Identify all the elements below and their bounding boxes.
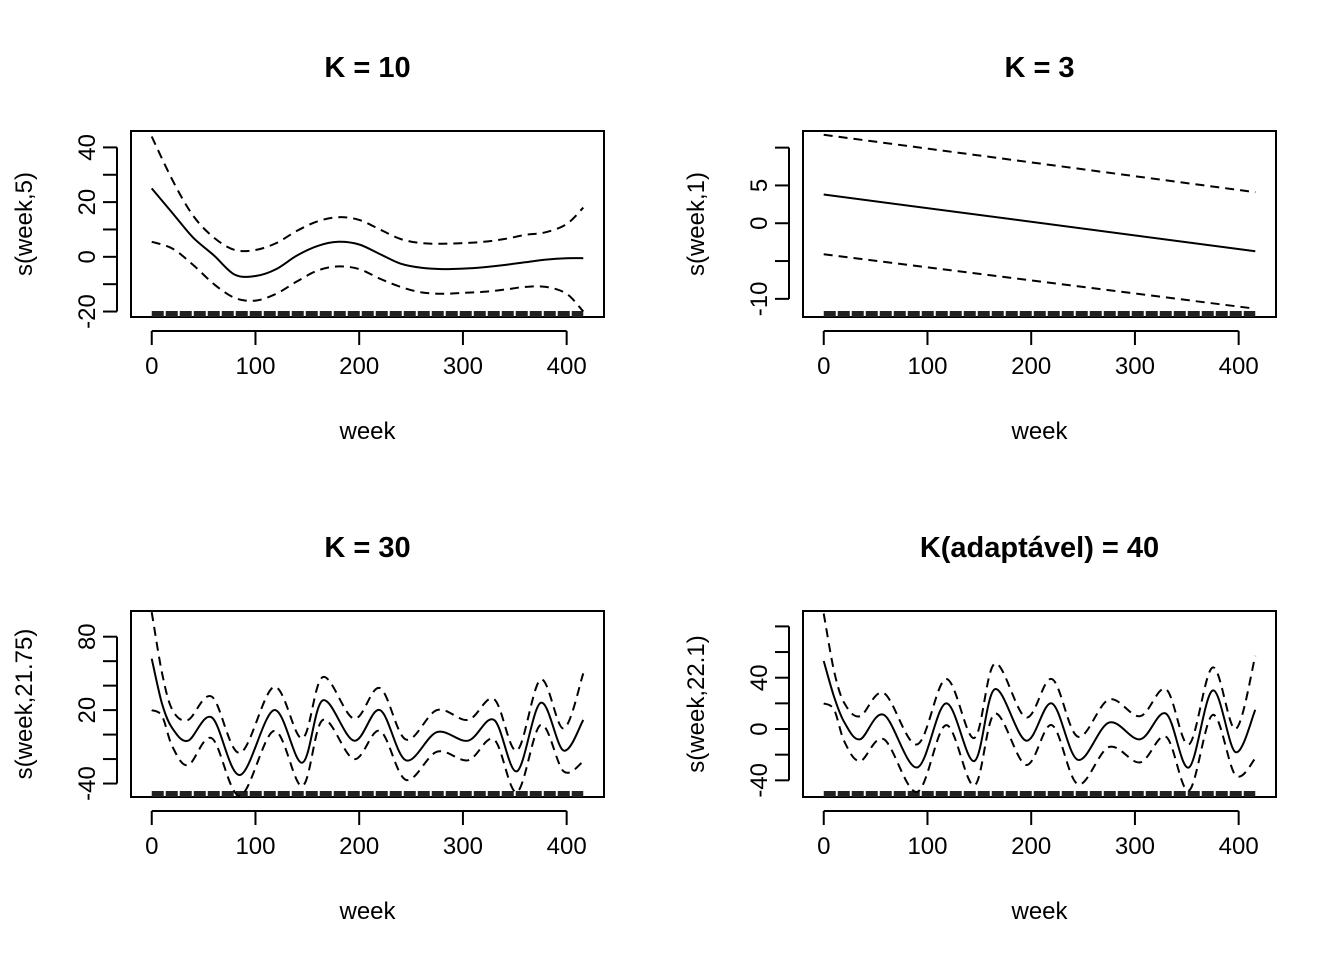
y-tick-label: 0 <box>746 722 773 735</box>
y-tick-label: 20 <box>74 697 101 724</box>
x-tick-label: 400 <box>1219 833 1259 860</box>
x-tick-label: 100 <box>907 833 947 860</box>
chart-title: K = 30 <box>324 532 410 564</box>
x-axis-label: week <box>1010 898 1068 925</box>
y-axis-label: s(week,21.75) <box>11 629 38 780</box>
y-tick-label: 80 <box>74 623 101 650</box>
series-lower-line <box>823 702 1257 793</box>
x-tick-label: 400 <box>547 833 587 860</box>
x-axis-label: week <box>338 418 396 445</box>
y-axis-label: s(week,22.1) <box>683 635 710 772</box>
series-fit-line <box>150 658 585 776</box>
x-tick-label: 0 <box>145 353 158 380</box>
x-tick-label: 200 <box>1011 353 1051 380</box>
y-tick-label: 40 <box>74 134 101 161</box>
series-fit-line <box>150 187 584 278</box>
x-tick-label: 300 <box>443 833 483 860</box>
panel-1: K = 10 0 100 200 300 400 week -20 0 20 40 s(week,5) <box>11 52 605 445</box>
y-tick-label: 40 <box>746 664 773 691</box>
series-upper-line <box>822 613 1257 746</box>
x-axis-label: week <box>338 898 396 925</box>
y-tick-label: 5 <box>746 179 773 192</box>
panel-3: K = 30 0 100 200 300 400 week -40 20 80 s(week,21.… <box>11 532 605 925</box>
series-upper-line <box>823 133 1256 194</box>
x-tick-label: 200 <box>339 353 379 380</box>
x-tick-label: 300 <box>1115 833 1155 860</box>
y-tick-label: 0 <box>74 250 101 263</box>
x-tick-label: 0 <box>817 833 830 860</box>
x-tick-label: 0 <box>817 353 830 380</box>
plot-frame <box>802 130 1277 318</box>
x-tick-label: 100 <box>235 833 275 860</box>
y-axis-label: s(week,5) <box>11 172 38 276</box>
chart-title: K = 10 <box>324 52 410 84</box>
plot-frame <box>802 610 1277 798</box>
y-tick-label: -10 <box>746 282 773 317</box>
x-tick-label: 200 <box>1011 833 1051 860</box>
x-tick-label: 300 <box>443 353 483 380</box>
x-axis-label: week <box>1010 418 1068 445</box>
y-tick-label: -40 <box>746 763 773 798</box>
x-tick-label: 0 <box>145 833 158 860</box>
series-upper-line <box>150 612 585 754</box>
series-lower-line <box>823 253 1256 310</box>
x-tick-label: 100 <box>235 353 275 380</box>
series-fit-line <box>822 660 1257 769</box>
y-tick-label: 20 <box>74 189 101 216</box>
panel-4: K(adaptável) = 40 0 100 200 300 400 week -40 0 40… <box>683 532 1277 925</box>
y-tick-label: -20 <box>74 294 101 329</box>
series-fit-line <box>823 193 1256 253</box>
x-tick-label: 100 <box>907 353 947 380</box>
chart-title: K(adaptável) = 40 <box>920 532 1159 564</box>
y-axis-label: s(week,1) <box>683 172 710 276</box>
series-upper-line <box>150 136 585 253</box>
x-tick-label: 200 <box>339 833 379 860</box>
x-tick-label: 300 <box>1115 353 1155 380</box>
x-tick-label: 400 <box>547 353 587 380</box>
y-tick-label: 0 <box>746 217 773 230</box>
panel-2: K = 3 0 100 200 300 400 week -10 0 5 s(week,1) <box>683 52 1277 445</box>
chart-title: K = 3 <box>1004 52 1074 84</box>
series-lower-line <box>151 240 585 313</box>
x-tick-label: 400 <box>1219 353 1259 380</box>
y-tick-label: -40 <box>74 766 101 801</box>
